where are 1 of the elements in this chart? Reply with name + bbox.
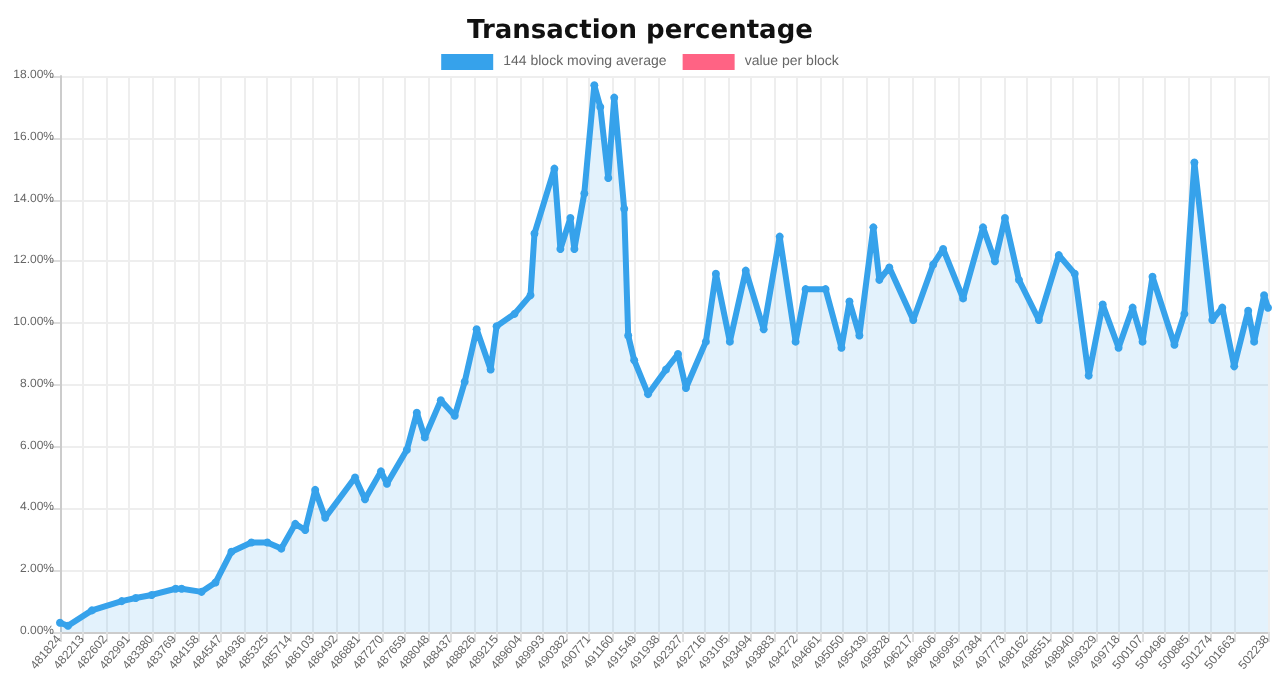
chart-title: Transaction percentage bbox=[467, 16, 814, 46]
